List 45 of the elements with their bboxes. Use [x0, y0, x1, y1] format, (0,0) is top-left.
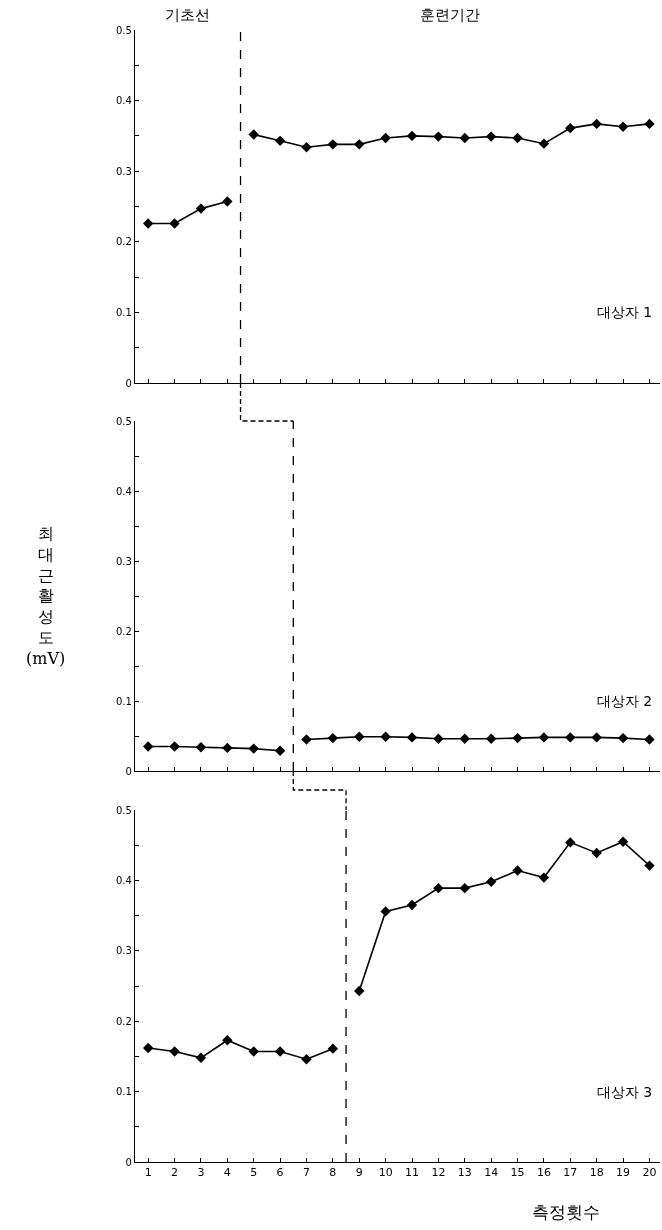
- y-tick-label: 0.5: [115, 24, 132, 36]
- x-tick-label: 15: [510, 1166, 525, 1180]
- y-tick-label: 0.3: [115, 165, 132, 177]
- x-tick-label: 19: [616, 1166, 631, 1180]
- y-tick-label: 0.4: [115, 95, 132, 107]
- x-tick-label: 1: [144, 1166, 152, 1180]
- x-tick-label: 14: [484, 1166, 499, 1180]
- y-tick-label: 0.1: [115, 1086, 132, 1098]
- y-tick-label: 0.2: [115, 236, 132, 248]
- x-tick-label: 13: [457, 1166, 472, 1180]
- y-tick-label: 0: [125, 377, 132, 389]
- y-tick-label: 0.3: [115, 945, 132, 957]
- x-tick-label: 2: [171, 1166, 179, 1180]
- y-tick-label: 0.4: [115, 485, 132, 497]
- x-tick-label: 10: [378, 1166, 393, 1180]
- x-tick-label: 6: [276, 1166, 284, 1180]
- y-tick-label: 0.2: [115, 1015, 132, 1027]
- x-tick-label: 17: [563, 1166, 578, 1180]
- y-tick-label: 0.5: [115, 415, 132, 427]
- x-tick-label: 9: [355, 1166, 363, 1180]
- y-axis-title: 최 대 근 활 성 도 (mV): [26, 524, 66, 668]
- y-tick-label: 0.1: [115, 306, 132, 318]
- y-tick-label: 0: [125, 1156, 132, 1168]
- x-tick-label: 11: [405, 1166, 420, 1180]
- text: 대상자 2: [596, 692, 653, 709]
- x-axis-title: 측정횟수: [532, 1202, 600, 1222]
- y-tick-label: 0.5: [115, 804, 132, 816]
- x-tick-label: 5: [250, 1166, 258, 1180]
- text: 대상자 1: [596, 304, 653, 321]
- x-tick-label: 12: [431, 1166, 446, 1180]
- x-tick-label: 8: [329, 1166, 337, 1180]
- text: 대상자 3: [596, 1083, 653, 1100]
- y-tick-label: 0.1: [115, 695, 132, 707]
- x-tick-label: 4: [223, 1166, 231, 1180]
- y-tick-label: 0.2: [115, 625, 132, 637]
- y-tick-label: 0.4: [115, 874, 132, 886]
- x-tick-label: 3: [197, 1166, 205, 1180]
- x-tick-label: 16: [536, 1166, 551, 1180]
- text: 훈련기간: [420, 6, 480, 24]
- text: 기초선: [165, 6, 210, 24]
- x-tick-label: 18: [589, 1166, 604, 1180]
- y-tick-label: 0.3: [115, 555, 132, 567]
- x-tick-label: 20: [642, 1166, 657, 1180]
- y-tick-label: 0: [125, 765, 132, 777]
- x-tick-label: 7: [302, 1166, 310, 1180]
